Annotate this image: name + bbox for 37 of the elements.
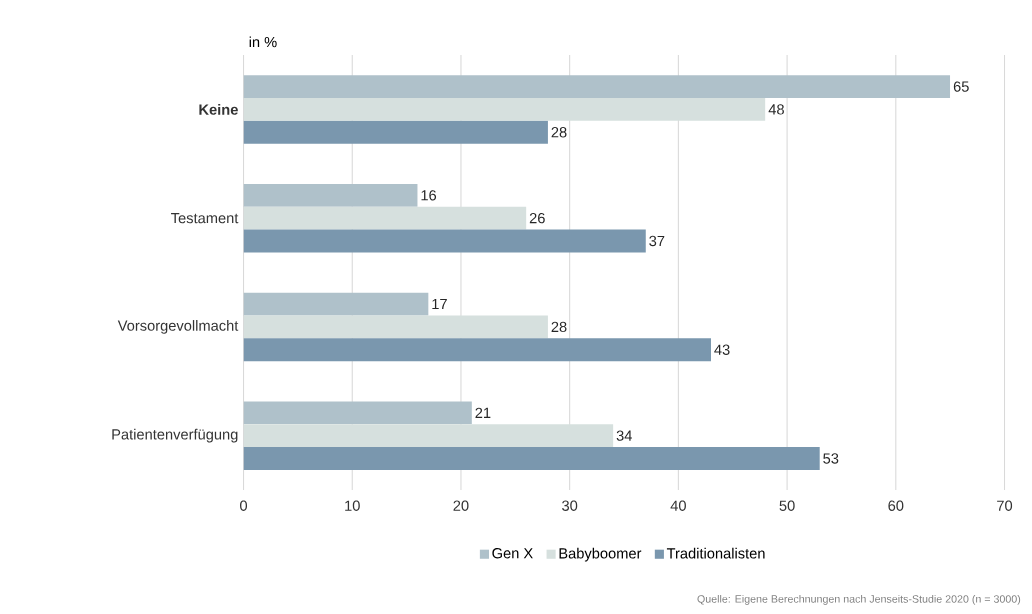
legend-label: Babyboomer <box>559 547 642 562</box>
data-label: 28 <box>551 321 567 333</box>
data-label: 17 <box>432 299 447 310</box>
data-label: 48 <box>768 104 784 115</box>
data-label: 21 <box>475 407 491 418</box>
data-label: 26 <box>529 212 545 224</box>
bar <box>243 183 418 207</box>
legend-label: Gen X <box>492 548 533 559</box>
bar <box>243 292 429 316</box>
bar <box>243 447 820 470</box>
bar <box>243 120 548 144</box>
y-tick-label: Testament <box>171 213 239 224</box>
x-tick-label: 40 <box>670 500 686 511</box>
data-label: 43 <box>714 344 730 355</box>
x-tick-label: 60 <box>888 500 904 511</box>
data-label: 53 <box>823 453 839 464</box>
bar <box>243 401 472 425</box>
y-tick-label: Keine <box>199 104 238 115</box>
x-tick-label: 20 <box>453 500 469 511</box>
y-tick-label: Vorsorgevollmacht <box>117 320 239 334</box>
x-tick-label: 70 <box>997 500 1013 511</box>
source-note: Quelle: Eigene Berechnungen nach Jenseits-Studie 2020 (n = 3000) <box>697 594 1021 605</box>
data-label: 34 <box>616 430 632 441</box>
x-axis-title: in % <box>249 36 277 48</box>
legend-label: Traditionalisten <box>666 547 765 559</box>
x-tick-label: 10 <box>345 500 360 511</box>
data-label: 37 <box>649 235 665 247</box>
data-label: 28 <box>551 127 567 138</box>
bar <box>243 338 711 362</box>
x-tick-label: 0 <box>240 500 248 511</box>
x-tick-label: 30 <box>562 500 578 511</box>
data-label: 16 <box>421 190 437 201</box>
data-label: 65 <box>953 81 969 92</box>
y-tick-label: Patientenverfügung <box>112 428 238 443</box>
x-tick-label: 50 <box>779 500 795 511</box>
bar <box>243 75 951 98</box>
bar <box>243 229 646 253</box>
